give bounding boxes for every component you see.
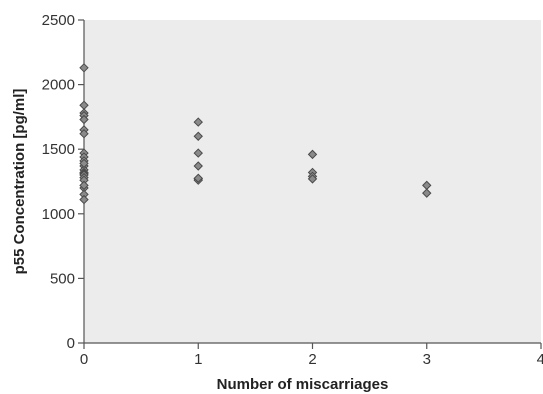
data-point [193,148,203,158]
data-point [79,114,89,125]
x-tick-label: 2 [308,351,316,368]
data-point [193,173,203,183]
x-tick-label: 1 [194,351,202,368]
y-axis-title: p55 Concentration [pg/ml] [11,89,28,275]
y-tick-label: 1500 [42,141,75,158]
data-point [79,180,89,191]
x-axis-title: Number of miscarriages [217,376,389,393]
y-tick-label: 0 [67,335,75,352]
data-point [193,131,203,141]
y-tick-label: 1000 [42,206,75,223]
x-tick-label: 3 [423,351,431,368]
x-axis: 0 1 2 3 4 [80,342,543,368]
x-tick-label: 0 [80,351,88,368]
y-axis: 0 500 1000 1500 2000 2500 [42,12,85,352]
x-tick-label: 4 [537,351,543,368]
data-point [79,158,89,169]
data-point [79,194,89,205]
data-point [307,149,318,160]
data-point [307,174,318,184]
y-tick-label: 500 [50,270,75,287]
data-point [193,161,203,171]
data-points [79,63,432,205]
data-point [422,188,432,198]
data-point [193,117,203,127]
data-point [79,128,89,139]
y-tick-label: 2000 [42,77,75,94]
data-point [79,63,89,73]
y-tick-label: 2500 [42,12,75,29]
